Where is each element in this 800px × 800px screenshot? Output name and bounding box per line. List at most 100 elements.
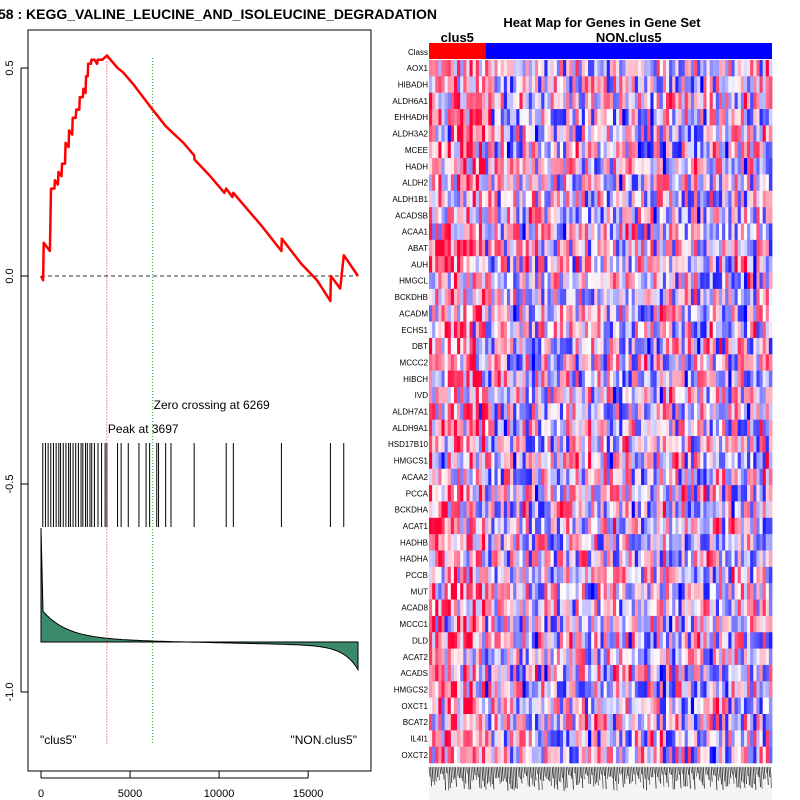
heatmap-cell: [700, 272, 704, 290]
heatmap-cell: [647, 305, 651, 322]
heatmap-cell: [441, 485, 445, 502]
heatmap-row: [429, 288, 773, 306]
heatmap-cell: [743, 256, 748, 273]
heatmap-cell: [522, 190, 527, 208]
heatmap-cell: [594, 550, 598, 568]
heatmap-cell: [510, 109, 514, 126]
heatmap-cell: [572, 174, 576, 192]
heatmap-cell: [535, 288, 539, 306]
heatmap-cell: [768, 648, 773, 666]
sample-label-mark: [475, 767, 478, 780]
sample-label-mark: [445, 766, 448, 774]
heatmap-cell: [478, 681, 483, 698]
heatmap-cell: [522, 174, 527, 192]
heatmap-cell: [488, 387, 492, 404]
heatmap-cell: [697, 256, 701, 273]
heatmap-cell: [478, 648, 483, 666]
heatmap-cell: [513, 239, 517, 257]
heatmap-cell: [535, 681, 539, 698]
heatmap-cell: [581, 436, 586, 453]
heatmap-cell: [594, 256, 598, 273]
sample-label-mark: [508, 767, 510, 784]
heatmap-cell: [513, 337, 517, 355]
heatmap-cell: [535, 239, 539, 257]
heatmap-cell: [575, 76, 580, 93]
heatmap-cell: [743, 648, 748, 666]
heatmap-cell: [637, 550, 642, 568]
heatmap-cell: [731, 566, 735, 584]
heatmap-cell: [453, 305, 458, 322]
heatmap-cell: [482, 615, 486, 633]
heatmap-cell: [616, 125, 620, 143]
heatmap-cell: [750, 517, 754, 535]
heatmap-cell: [612, 370, 617, 388]
heatmap-cell: [731, 354, 735, 371]
heatmap-cell: [653, 419, 658, 437]
heatmap-cell: [466, 664, 470, 682]
heatmap-cell: [609, 468, 614, 486]
heatmap-cell: [665, 125, 670, 143]
heatmap-cell: [622, 370, 626, 388]
heatmap-cell: [706, 583, 711, 600]
heatmap-cell: [450, 272, 455, 290]
heatmap-cell: [737, 566, 742, 584]
heatmap-cell: [547, 550, 552, 568]
heatmap-cell: [544, 288, 548, 306]
gene-label: ACAT1: [403, 522, 429, 531]
heatmap-cell: [569, 76, 573, 93]
heatmap-cell: [641, 501, 645, 519]
heatmap-cell: [485, 730, 489, 747]
heatmap-cell: [488, 354, 492, 371]
heatmap-cell: [641, 305, 645, 322]
heatmap-cell: [500, 387, 505, 404]
heatmap-cell: [622, 468, 626, 486]
heatmap-cell: [506, 387, 511, 404]
enrichment-plot: 58 : KEGG_VALINE_LEUCINE_AND_ISOLEUCINE_…: [0, 6, 437, 800]
heatmap-cell: [728, 92, 732, 110]
heatmap-cell: [700, 517, 704, 535]
heatmap-cell: [503, 256, 508, 273]
heatmap-cell: [628, 256, 633, 273]
heatmap-cell: [753, 501, 757, 519]
heatmap-cell: [768, 223, 773, 241]
heatmap-cell: [687, 305, 692, 322]
heatmap-cell: [453, 256, 458, 273]
heatmap-cell: [697, 681, 701, 698]
heatmap-cell: [734, 387, 739, 404]
heatmap-cell: [475, 534, 480, 551]
heatmap-cell: [662, 714, 667, 731]
heatmap-row: [429, 158, 773, 175]
heatmap-cell: [647, 681, 651, 698]
heatmap-cell: [690, 190, 695, 208]
heatmap-cell: [684, 288, 689, 306]
heatmap-cell: [743, 141, 748, 159]
heatmap-cell: [616, 305, 620, 322]
heatmap-cell: [441, 125, 445, 143]
heatmap-cell: [591, 566, 595, 584]
heatmap-cell: [578, 174, 583, 192]
heatmap-cell: [588, 305, 592, 322]
heatmap-cell: [641, 517, 645, 535]
heatmap-cell: [756, 158, 760, 175]
heatmap-cell: [450, 190, 455, 208]
heatmap-cell: [722, 370, 726, 388]
heatmap-cell: [672, 485, 676, 502]
heatmap-cell: [463, 632, 467, 649]
heatmap-cell: [475, 468, 480, 486]
heatmap-cell: [706, 697, 711, 715]
heatmap-cell: [659, 60, 664, 77]
heatmap-cell: [678, 501, 682, 519]
heatmap-cell: [466, 632, 470, 649]
heatmap-cell: [588, 681, 592, 698]
heatmap-cell: [631, 288, 636, 306]
x-tick-label: 10000: [204, 788, 235, 800]
heatmap-cell: [697, 534, 701, 551]
sample-label-mark: [561, 767, 563, 778]
heatmap-cell: [506, 632, 511, 649]
heatmap-cell: [510, 239, 514, 257]
heatmap-cell: [728, 305, 732, 322]
heatmap-cell: [453, 436, 458, 453]
heatmap-cell: [522, 664, 527, 682]
heatmap-cell: [516, 648, 520, 666]
heatmap-cell: [743, 632, 748, 649]
